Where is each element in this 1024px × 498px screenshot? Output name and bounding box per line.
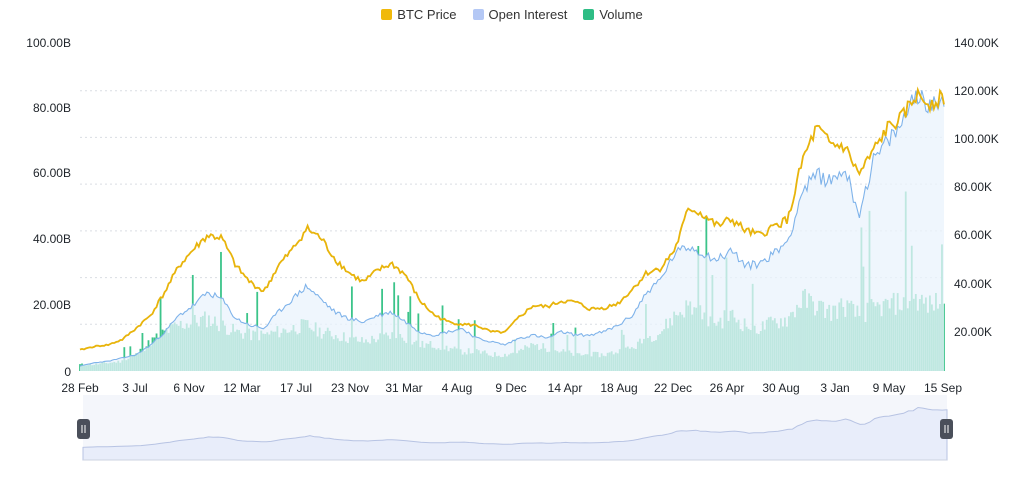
x-tick-label: 30 Aug [762,381,799,395]
btc-price-swatch [381,8,393,20]
y-right-tick-label: 100.00K [954,132,999,146]
x-tick-label: 22 Dec [654,381,692,395]
legend-item-volume[interactable]: Volume [583,6,643,22]
y-left-tick-label: 100.00B [26,36,71,50]
x-tick-label: 23 Nov [331,381,369,395]
y-left-tick-label: 60.00B [33,166,71,180]
legend-label: Open Interest [488,6,568,22]
volume-swatch [583,8,595,20]
legend-item-btc-price[interactable]: BTC Price [381,6,457,22]
btc-price-line [79,86,945,351]
x-tick-label: 26 Apr [710,381,745,395]
y-right-tick-label: 120.00K [954,84,999,98]
x-tick-label: 18 Aug [600,381,637,395]
x-tick-label: 15 Sep [924,381,962,395]
x-tick-label: 12 Mar [223,381,260,395]
y-right-tick-label: 40.00K [954,277,992,291]
y-right-tick-label: 140.00K [954,36,999,50]
btc-price-series [79,86,945,351]
range-navigator[interactable] [77,395,953,461]
x-tick-label: 17 Jul [280,381,312,395]
legend-label: Volume [599,6,643,22]
y-left-tick-label: 40.00B [33,232,71,246]
y-left-tick-label: 80.00B [33,101,71,115]
y-left-tick-label: 20.00B [33,298,71,312]
x-tick-label: 3 Jul [122,381,147,395]
volume-bar [159,297,162,371]
x-tick-label: 6 Nov [173,381,204,395]
x-tick-label: 9 Dec [495,381,526,395]
x-tick-label: 31 Mar [385,381,422,395]
x-tick-label: 4 Aug [442,381,473,395]
legend-label: BTC Price [397,6,457,22]
chart-legend: BTC Price Open Interest Volume [0,4,1024,24]
open-interest-line [79,90,945,367]
y-right-tick-label: 20.00K [954,325,992,339]
axes: 0 20.00B 40.00B 60.00B 80.00B 100.00B 20.00K 40… [26,36,998,395]
y-right-tick-label: 80.00K [954,180,992,194]
open-interest-series [79,90,945,372]
navigator-area [82,406,948,461]
y-left-tick-label: 0 [64,365,71,379]
x-tick-label: 14 Apr [548,381,583,395]
legend-item-open-interest[interactable]: Open Interest [472,6,568,22]
navigator-left-handle[interactable] [77,419,90,439]
x-tick-label: 28 Feb [61,381,99,395]
y-right-tick-label: 60.00K [954,228,992,242]
open-interest-swatch [472,8,484,20]
navigator-right-handle[interactable] [940,419,953,439]
open-interest-area [80,90,944,372]
x-tick-label: 9 May [873,381,906,395]
x-tick-label: 3 Jan [820,381,849,395]
